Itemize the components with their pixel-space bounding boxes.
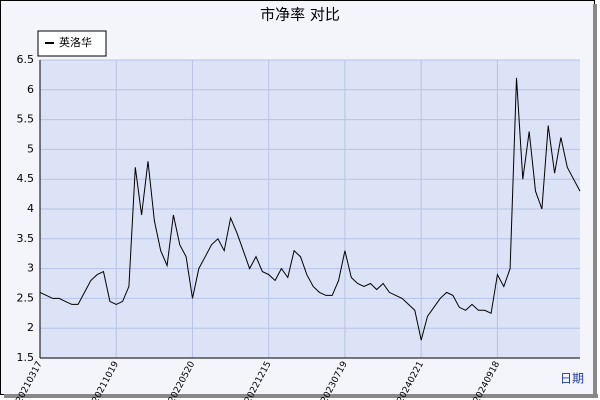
y-tick-label: 1.5	[17, 351, 35, 364]
y-tick-label: 6	[27, 83, 34, 96]
y-tick-label: 5.5	[17, 113, 35, 126]
y-tick-label: 5	[27, 142, 34, 155]
x-axis-label: 日期	[560, 372, 584, 386]
y-tick-label: 2	[27, 321, 34, 334]
y-tick-label: 3	[27, 262, 34, 275]
data-line	[39, 77, 581, 341]
y-tick-label: 3.5	[17, 232, 35, 245]
y-tick-label: 6.5	[17, 53, 35, 66]
legend-label: 英洛华	[59, 35, 92, 49]
chart-title: 市净率 对比	[260, 6, 340, 24]
y-tick-label: 4.5	[17, 172, 35, 185]
y-tick-label: 2.5	[17, 291, 35, 304]
y-tick-label: 4	[27, 202, 34, 215]
